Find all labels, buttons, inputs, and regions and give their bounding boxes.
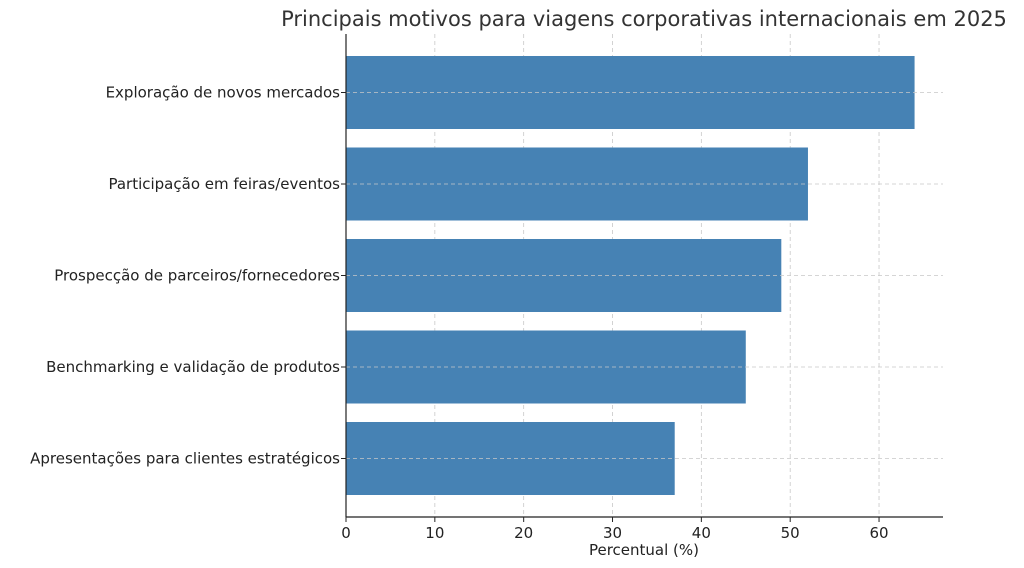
category-labels: Exploração de novos mercados Participação… (30, 84, 346, 468)
x-axis-label: Percentual (%) (589, 541, 699, 559)
category-label: Apresentações para clientes estratégicos (30, 450, 340, 468)
category-label: Benchmarking e validação de produtos (46, 358, 340, 376)
x-tick-label: 30 (603, 524, 622, 542)
x-axis-ticks: 0 10 20 30 40 50 60 (341, 517, 889, 542)
x-tick-label: 0 (341, 524, 351, 542)
category-label: Exploração de novos mercados (106, 84, 341, 102)
chart-title: Principais motivos para viagens corporat… (281, 7, 1007, 31)
x-tick-label: 50 (781, 524, 800, 542)
category-label: Participação em feiras/eventos (108, 175, 340, 193)
x-tick-label: 10 (425, 524, 444, 542)
category-label: Prospecção de parceiros/fornecedores (54, 267, 340, 285)
x-tick-label: 60 (869, 524, 888, 542)
x-tick-label: 40 (692, 524, 711, 542)
bar (346, 147, 808, 221)
x-tick-label: 20 (514, 524, 533, 542)
y-gridlines (346, 92, 943, 459)
